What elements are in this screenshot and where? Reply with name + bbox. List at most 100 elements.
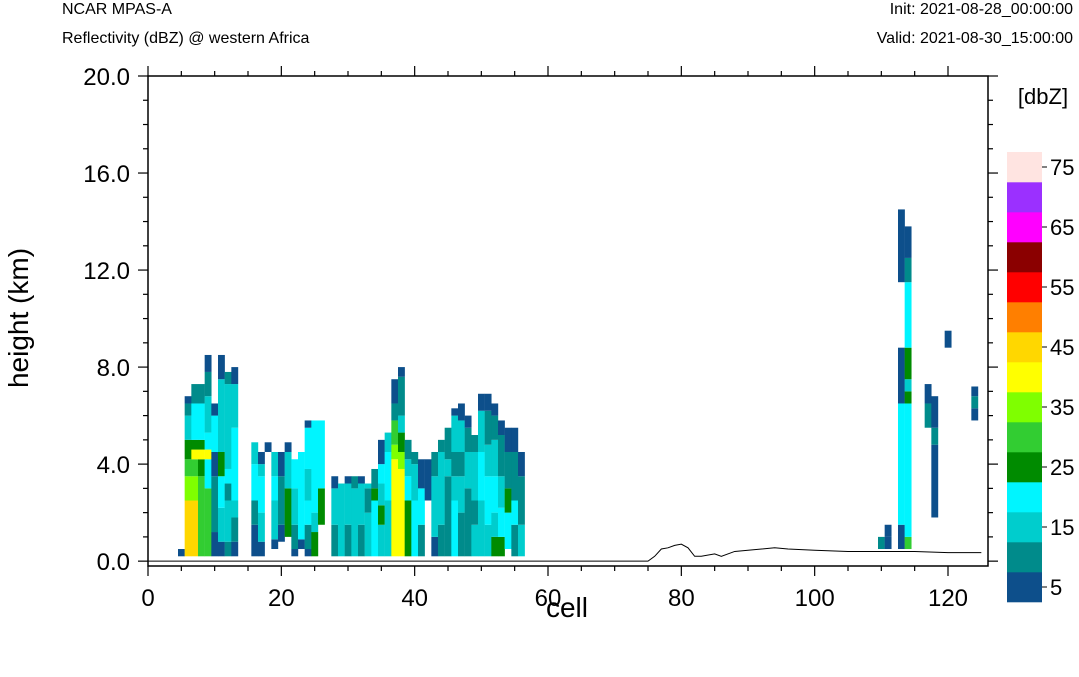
colorbar-label: 75: [1050, 155, 1074, 180]
reflectivity-cell: [504, 488, 512, 513]
reflectivity-cell: [218, 476, 225, 508]
reflectivity-cell: [198, 459, 205, 477]
reflectivity-cell: [264, 442, 272, 452]
reflectivity-cell: [224, 541, 232, 557]
reflectivity-cell: [944, 330, 952, 348]
x-tick-label: 0: [141, 585, 154, 612]
reflectivity-cell: [398, 432, 405, 452]
reflectivity-cell: [504, 427, 512, 452]
reflectivity-cell: [304, 524, 312, 550]
reflectivity-cell: [258, 476, 265, 513]
reflectivity-cell: [304, 468, 312, 501]
reflectivity-cell: [431, 451, 439, 477]
reflectivity-cell: [971, 396, 979, 409]
colorbar-swatch: [1007, 572, 1042, 603]
reflectivity-cell: [224, 371, 232, 385]
x-tick-label: 20: [268, 585, 295, 612]
reflectivity-cell: [384, 432, 392, 452]
reflectivity-cell: [398, 376, 405, 416]
reflectivity-cell: [478, 451, 485, 501]
reflectivity-cell: [931, 444, 939, 518]
reflectivity-cell: [904, 379, 912, 392]
reflectivity-cell: [271, 539, 279, 550]
reflectivity-cell: [478, 500, 485, 557]
reflectivity-cell: [398, 468, 405, 557]
reflectivity-cell: [444, 427, 452, 460]
reflectivity-cell: [364, 483, 372, 489]
y-tick-label: 0.0: [97, 549, 130, 576]
reflectivity-cell: [378, 524, 385, 557]
reflectivity-cell: [511, 500, 519, 525]
reflectivity-cell: [358, 524, 365, 557]
reflectivity-cell: [398, 367, 405, 377]
axis-ticks: [138, 66, 998, 576]
reflectivity-cell: [458, 403, 465, 421]
reflectivity-cell: [498, 507, 505, 537]
reflectivity-cell: [231, 500, 239, 518]
reflectivity-cell: [204, 432, 212, 450]
reflectivity-cell: [191, 476, 199, 501]
reflectivity-cell: [311, 512, 319, 533]
x-tick-label: 40: [401, 585, 428, 612]
reflectivity-cell: [258, 451, 265, 465]
reflectivity-cell: [211, 476, 219, 533]
colorbar-label: 15: [1050, 515, 1074, 540]
reflectivity-cell: [231, 427, 239, 501]
y-tick-label: 4.0: [97, 452, 130, 479]
reflectivity-cell: [471, 435, 479, 452]
y-tick-label: 8.0: [97, 355, 130, 382]
reflectivity-cell: [378, 505, 385, 525]
colorbar-swatch: [1007, 182, 1042, 213]
reflectivity-cell: [224, 500, 232, 542]
reflectivity-cell: [331, 488, 339, 525]
reflectivity-cell: [404, 439, 412, 460]
reflectivity-cell: [444, 476, 452, 557]
reflectivity-cell: [351, 488, 359, 557]
reflectivity-cell: [451, 500, 459, 557]
reflectivity-cell: [484, 524, 492, 557]
reflectivity-cell: [338, 483, 345, 557]
reflectivity-cell: [391, 379, 399, 404]
reflectivity-cell: [284, 442, 292, 452]
terrain-line: [148, 543, 982, 562]
reflectivity-cell: [191, 384, 199, 404]
reflectivity-cell: [484, 410, 492, 445]
colorbar-swatch: [1007, 452, 1042, 483]
reflectivity-cell: [304, 500, 312, 525]
reflectivity-cell: [251, 524, 259, 557]
reflectivity-cell: [218, 451, 225, 477]
reflectivity-cell: [191, 449, 199, 460]
reflectivity-cell: [184, 415, 192, 440]
colorbar-swatch: [1007, 542, 1042, 573]
reflectivity-cell: [491, 476, 499, 513]
reflectivity-cell: [491, 536, 499, 557]
reflectivity-cell: [284, 488, 292, 537]
reflectivity-cell: [491, 415, 499, 440]
reflectivity-cell: [478, 393, 485, 411]
reflectivity-cell: [431, 476, 439, 537]
reflectivity-cell: [198, 449, 205, 460]
reflectivity-cell: [418, 459, 425, 489]
reflectivity-cell: [211, 403, 219, 416]
x-tick-label: 60: [535, 585, 562, 612]
reflectivity-cell: [371, 468, 379, 489]
colorbar-label: 5: [1050, 575, 1062, 600]
reflectivity-cell: [198, 476, 205, 557]
reflectivity-cell: [191, 459, 199, 477]
reflectivity-cell: [444, 459, 452, 477]
reflectivity-cell: [878, 536, 885, 550]
reflectivity-cell: [498, 435, 505, 477]
reflectivity-cell: [418, 488, 425, 525]
reflectivity-cell: [404, 500, 412, 557]
reflectivity-cell: [191, 403, 199, 440]
colorbar-label: 35: [1050, 395, 1074, 420]
reflectivity-cell: [384, 451, 392, 501]
reflectivity-cell: [511, 524, 519, 557]
reflectivity-cell: [184, 500, 192, 557]
reflectivity-cell: [484, 444, 492, 477]
reflectivity-cell: [378, 483, 385, 506]
reflectivity-cell: [191, 439, 199, 450]
reflectivity-cell: [451, 451, 459, 477]
reflectivity-cell: [258, 512, 265, 542]
